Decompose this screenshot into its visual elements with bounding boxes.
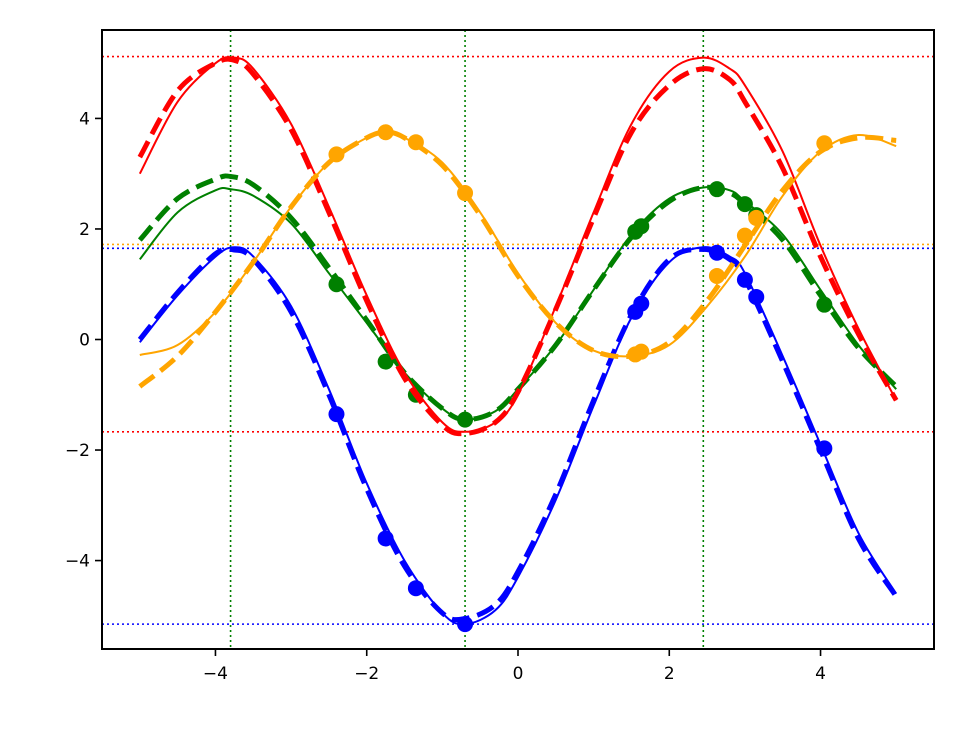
series-3-point-6 <box>708 267 725 284</box>
series-1-point-1 <box>377 353 394 370</box>
series-1-smooth-line <box>139 186 897 421</box>
series-3-point-7 <box>736 227 753 244</box>
series-0-point-0 <box>328 406 345 423</box>
series-0 <box>137 244 899 633</box>
series-0-point-6 <box>708 244 725 261</box>
series-3-point-2 <box>407 134 424 151</box>
series-2-dashed-line <box>137 56 899 437</box>
series-layer <box>137 56 899 633</box>
series-1-point-6 <box>708 181 725 198</box>
series-3-point-8 <box>748 209 765 226</box>
series-1-point-7 <box>736 196 753 213</box>
series-0-point-5 <box>633 295 650 312</box>
series-3-point-5 <box>633 343 650 360</box>
series-0-point-9 <box>816 440 833 457</box>
series-0-point-1 <box>377 530 394 547</box>
reference-lines <box>102 30 934 649</box>
x-axis: −4 −2 0 2 4 <box>203 649 826 684</box>
series-1-point-0 <box>328 276 345 293</box>
x-tick-label: 2 <box>664 664 675 684</box>
y-tick-label: 4 <box>79 109 90 129</box>
series-3-point-9 <box>816 135 833 152</box>
y-tick-label: 0 <box>79 331 90 351</box>
series-3-point-0 <box>328 146 345 163</box>
y-tick-label: −2 <box>65 441 90 461</box>
y-tick-label: 2 <box>79 220 90 240</box>
x-tick-label: −2 <box>354 664 379 684</box>
series-0-point-7 <box>736 271 753 288</box>
series-2 <box>137 56 899 437</box>
x-tick-label: −4 <box>203 664 228 684</box>
series-3 <box>138 124 897 389</box>
x-tick-label: 0 <box>513 664 524 684</box>
series-1-dashed-line <box>137 173 898 423</box>
series-0-point-2 <box>407 580 424 597</box>
series-1-point-9 <box>816 296 833 313</box>
series-0-point-8 <box>748 288 765 305</box>
series-3-dashed-line <box>138 129 897 389</box>
series-0-point-3 <box>457 616 474 633</box>
series-0-dashed-line <box>137 246 899 623</box>
x-tick-label: 4 <box>815 664 826 684</box>
series-1-point-5 <box>633 218 650 235</box>
y-tick-label: −4 <box>65 552 90 572</box>
series-3-point-3 <box>457 185 474 202</box>
series-3-point-1 <box>377 124 394 141</box>
series-1-point-3 <box>457 411 474 428</box>
y-axis: −4 −2 0 2 4 <box>65 109 102 572</box>
